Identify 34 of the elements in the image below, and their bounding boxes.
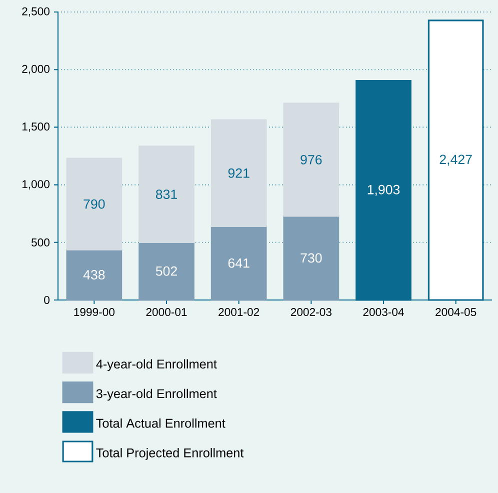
data-label: 921 [228,168,250,178]
bar [210,225,267,301]
legend-label: Total Projected Enrollment [96,448,244,460]
x-tick-label: 2003-04 [363,308,404,316]
x-tick-label: 2004-05 [436,308,476,316]
x-tick-label: 2002-03 [290,308,332,316]
data-label: 790 [84,199,105,209]
y-tick-label: 0 [44,296,50,304]
x-tick-label: 2001-02 [218,308,260,316]
bar [138,241,194,301]
y-tick-label: 2,000 [22,64,50,74]
bar [283,215,340,301]
bar [210,119,267,227]
x-tick-label: 2000-01 [146,308,187,316]
data-label: 2,427 [440,154,472,166]
data-label: 1,903 [368,184,400,196]
y-tick-label: 2,500 [22,7,50,17]
data-label: 730 [300,253,322,263]
data-label: 438 [83,270,105,280]
data-label: 831 [156,190,177,200]
data-label: 502 [156,266,177,276]
y-tick-label: 1,500 [22,122,50,132]
bar [138,146,194,243]
bar [66,248,122,301]
data-label: 976 [300,154,322,164]
y-tick-label: 500 [32,238,50,246]
bar [66,158,122,250]
legend-label: 3-year-old Enrollment [96,388,217,401]
x-tick-label: 1999-00 [74,308,115,316]
legend-label: Total Actual Enrollment [96,418,226,428]
legend-label: 4-year-old Enrollment [96,359,217,372]
data-label: 641 [228,258,250,268]
bar [283,102,340,217]
y-tick-label: 1,000 [22,180,50,190]
